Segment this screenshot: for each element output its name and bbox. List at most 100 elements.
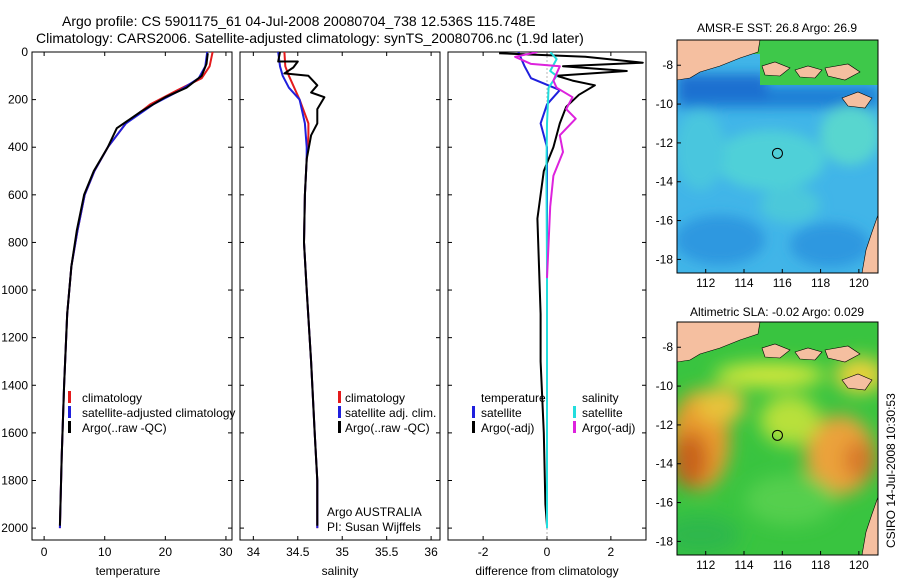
map-x-tick-label: 116: [773, 558, 792, 572]
sumba-island: [841, 373, 873, 391]
salinity-axis-ticks: 34 34.5 35 35.5 36: [247, 52, 438, 559]
argo-float-marker: [771, 147, 783, 159]
sla-patch: [677, 515, 740, 555]
pi-annotation: PI: Susan Wijffels: [327, 520, 421, 534]
sla-map-title: Altimetric SLA: -0.02 Argo: 0.029: [690, 305, 864, 319]
sst-patch: [820, 105, 878, 165]
sla-patch: [677, 432, 708, 488]
legend-header-salinity: salinity: [582, 391, 619, 405]
map-y-tick-label: -16: [656, 214, 674, 228]
figure-title-line1: Argo profile: CS 5901175_61 04-Jul-2008 …: [62, 13, 536, 29]
map-x-tick-label: 114: [734, 276, 753, 290]
sst-patches: [677, 74, 878, 267]
difference-depth-ticks: [448, 51, 646, 529]
sla-patch: [745, 475, 835, 525]
map-y-tick-label: -16: [656, 496, 674, 510]
map-y-tick-label: -12: [656, 136, 674, 150]
y-tick-label: 800: [8, 235, 28, 249]
map-y-tick-label: -14: [656, 175, 674, 189]
sst-patch: [715, 130, 825, 190]
x-tick-label: 0: [544, 545, 551, 559]
lombok-island: [794, 65, 823, 79]
legend-label-argo: Argo(..raw -QC): [345, 421, 430, 435]
legend-swatch-temp-satellite: [472, 406, 475, 418]
difference-xlabel: difference from climatology: [475, 564, 618, 578]
y-tick-label: 1400: [1, 378, 28, 392]
y-tick-label: 0: [21, 45, 28, 59]
argo-float-marker: [771, 429, 783, 441]
x-tick-label: 2: [608, 545, 615, 559]
temperature-axis-ticks: 0 10 20 30: [41, 52, 233, 559]
legend-header-temperature: temperature: [481, 391, 546, 405]
sla-patch: [715, 363, 825, 387]
legend-label-climatology: climatology: [82, 391, 142, 405]
y-tick-label: 1000: [1, 283, 28, 297]
x-tick-label: 35: [336, 545, 350, 559]
y-tick-label: 1600: [1, 426, 28, 440]
map-y-tick-label: -10: [656, 379, 674, 393]
y-tick-label: 400: [8, 140, 28, 154]
bali-island: [761, 343, 791, 359]
x-tick-label: 36: [424, 545, 438, 559]
legend-swatch-satellite: [338, 406, 341, 418]
legend-swatch-argo: [68, 421, 71, 433]
sst-patch: [790, 223, 870, 267]
salinity-axes-frame: [239, 51, 441, 541]
sumbawa-island: [824, 63, 861, 81]
sla-patch: [844, 440, 876, 480]
sla-map-ticks: 112 114 116 118 120 -8 -10 -12 -14 -16 -18: [656, 340, 870, 572]
map-x-tick-label: 112: [696, 276, 715, 290]
temperature-xlabel: temperature: [96, 564, 161, 578]
salinity-panel: 34 34.5 35 35.5 36 salinity climatology sate…: [239, 51, 441, 578]
legend-label-sal-argo: Argo(-adj): [582, 421, 635, 435]
australia-coast: [861, 496, 878, 555]
x-tick-label: 30: [219, 545, 233, 559]
legend-label-temp-satellite: satellite: [481, 406, 522, 420]
sst-map: AMSR-E SST: 26.8 Argo: 26.9: [656, 21, 879, 290]
salinity-depth-ticks: [240, 51, 440, 529]
map-x-tick-label: 118: [811, 558, 830, 572]
sumbawa-island: [824, 345, 861, 363]
map-y-tick-label: -10: [656, 97, 674, 111]
sst-map-field: [677, 40, 878, 273]
depth-axis-ticks: 0 200 400 600 800 1000 1200 1400 1600 1800 2000: [1, 45, 232, 535]
map-x-tick-label: 120: [849, 558, 869, 572]
credit-label: CSIRO 14-Jul-2008 10:30:53: [884, 393, 898, 548]
x-tick-label: 0: [41, 545, 48, 559]
x-tick-label: 20: [159, 545, 173, 559]
temperature-axes-frame: [31, 51, 233, 541]
salinity-profile-lines: [277, 52, 326, 529]
map-x-tick-label: 116: [773, 276, 792, 290]
sst-patch: [677, 74, 767, 100]
lombok-island: [794, 347, 823, 361]
legend-label-climatology: climatology: [345, 391, 405, 405]
difference-panel: -2 0 2 difference from climatology tempera…: [447, 51, 647, 578]
map-y-tick-label: -14: [656, 457, 674, 471]
java-land: [677, 322, 761, 363]
legend-swatch-sal-satellite: [573, 406, 576, 418]
legend-label-satellite: satellite adj. clim.: [345, 406, 436, 420]
map-x-tick-label: 114: [734, 558, 753, 572]
map-y-tick-label: -8: [662, 340, 673, 354]
legend-swatch-temp-argo: [472, 421, 475, 433]
y-tick-label: 200: [8, 93, 28, 107]
sla-patch: [760, 395, 820, 445]
salinity-xlabel: salinity: [322, 564, 359, 578]
y-tick-label: 1800: [1, 473, 28, 487]
sst-map-frame: [676, 39, 879, 274]
legend-swatch-climatology: [68, 391, 71, 403]
legend-label-temp-argo: Argo(-adj): [481, 421, 534, 435]
x-tick-label: -2: [478, 545, 489, 559]
difference-legend: temperature satellite Argo(-adj) salinit…: [472, 391, 635, 435]
temperature-profile-lines: [58, 52, 214, 529]
map-x-tick-label: 112: [696, 558, 715, 572]
temperature-panel: 0 200 400 600 800 1000 1200 1400 1600 1800 2000 0 1…: [1, 45, 235, 578]
series-line-argo-raw-qc: [277, 52, 326, 526]
sst-patch: [760, 187, 820, 223]
difference-profile-lines: [499, 52, 644, 540]
map-y-tick-label: -18: [656, 252, 674, 266]
australia-coast: [861, 214, 878, 273]
figure-title-line2: Climatology: CARS2006. Satellite-adjuste…: [36, 30, 584, 46]
legend-label-argo: Argo(..raw -QC): [82, 421, 167, 435]
